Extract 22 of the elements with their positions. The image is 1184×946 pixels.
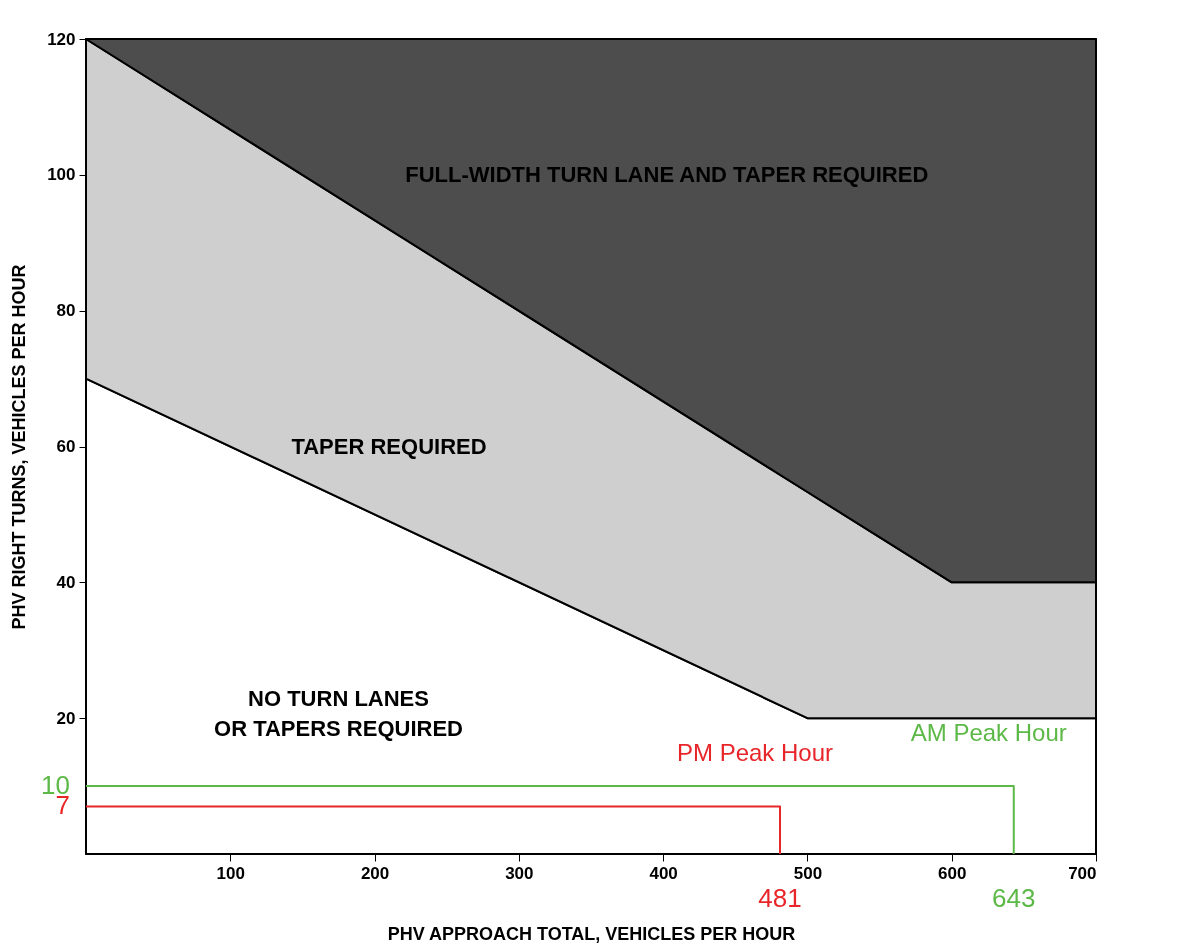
- annotation: 643: [992, 883, 1036, 913]
- y-axis-title: PHV RIGHT TURNS, VEHICLES PER HOUR: [9, 264, 30, 630]
- series-label: AM Peak Hour: [910, 719, 1067, 747]
- y-tick-label: 20: [56, 708, 76, 728]
- x-tick-label: 700: [1068, 863, 1097, 883]
- x-tick-label: 600: [938, 863, 967, 883]
- series-label: PM Peak Hour: [676, 739, 834, 767]
- x-tick-label: 400: [649, 863, 678, 883]
- y-tick-label: 40: [56, 572, 76, 592]
- x-tick-label: 100: [216, 863, 245, 883]
- y-tick-label: 80: [56, 301, 76, 321]
- x-tick-label: 200: [360, 863, 390, 883]
- x-axis-title: PHV APPROACH TOTAL, VEHICLES PER HOUR: [387, 923, 796, 944]
- annotation: TAPER REQUIRED: [291, 433, 487, 459]
- annotation: FULL-WIDTH TURN LANE AND TAPER REQUIRED: [405, 162, 929, 188]
- annotation: 481: [758, 883, 802, 913]
- x-tick-label: 500: [793, 863, 823, 883]
- y-tick-label: 100: [47, 165, 76, 185]
- annotation: NO TURN LANES OR TAPERS REQUIRED: [214, 686, 463, 742]
- x-tick-label: 300: [505, 863, 534, 883]
- y-tick-label: 120: [47, 29, 76, 49]
- y-tick-label: 60: [56, 437, 76, 456]
